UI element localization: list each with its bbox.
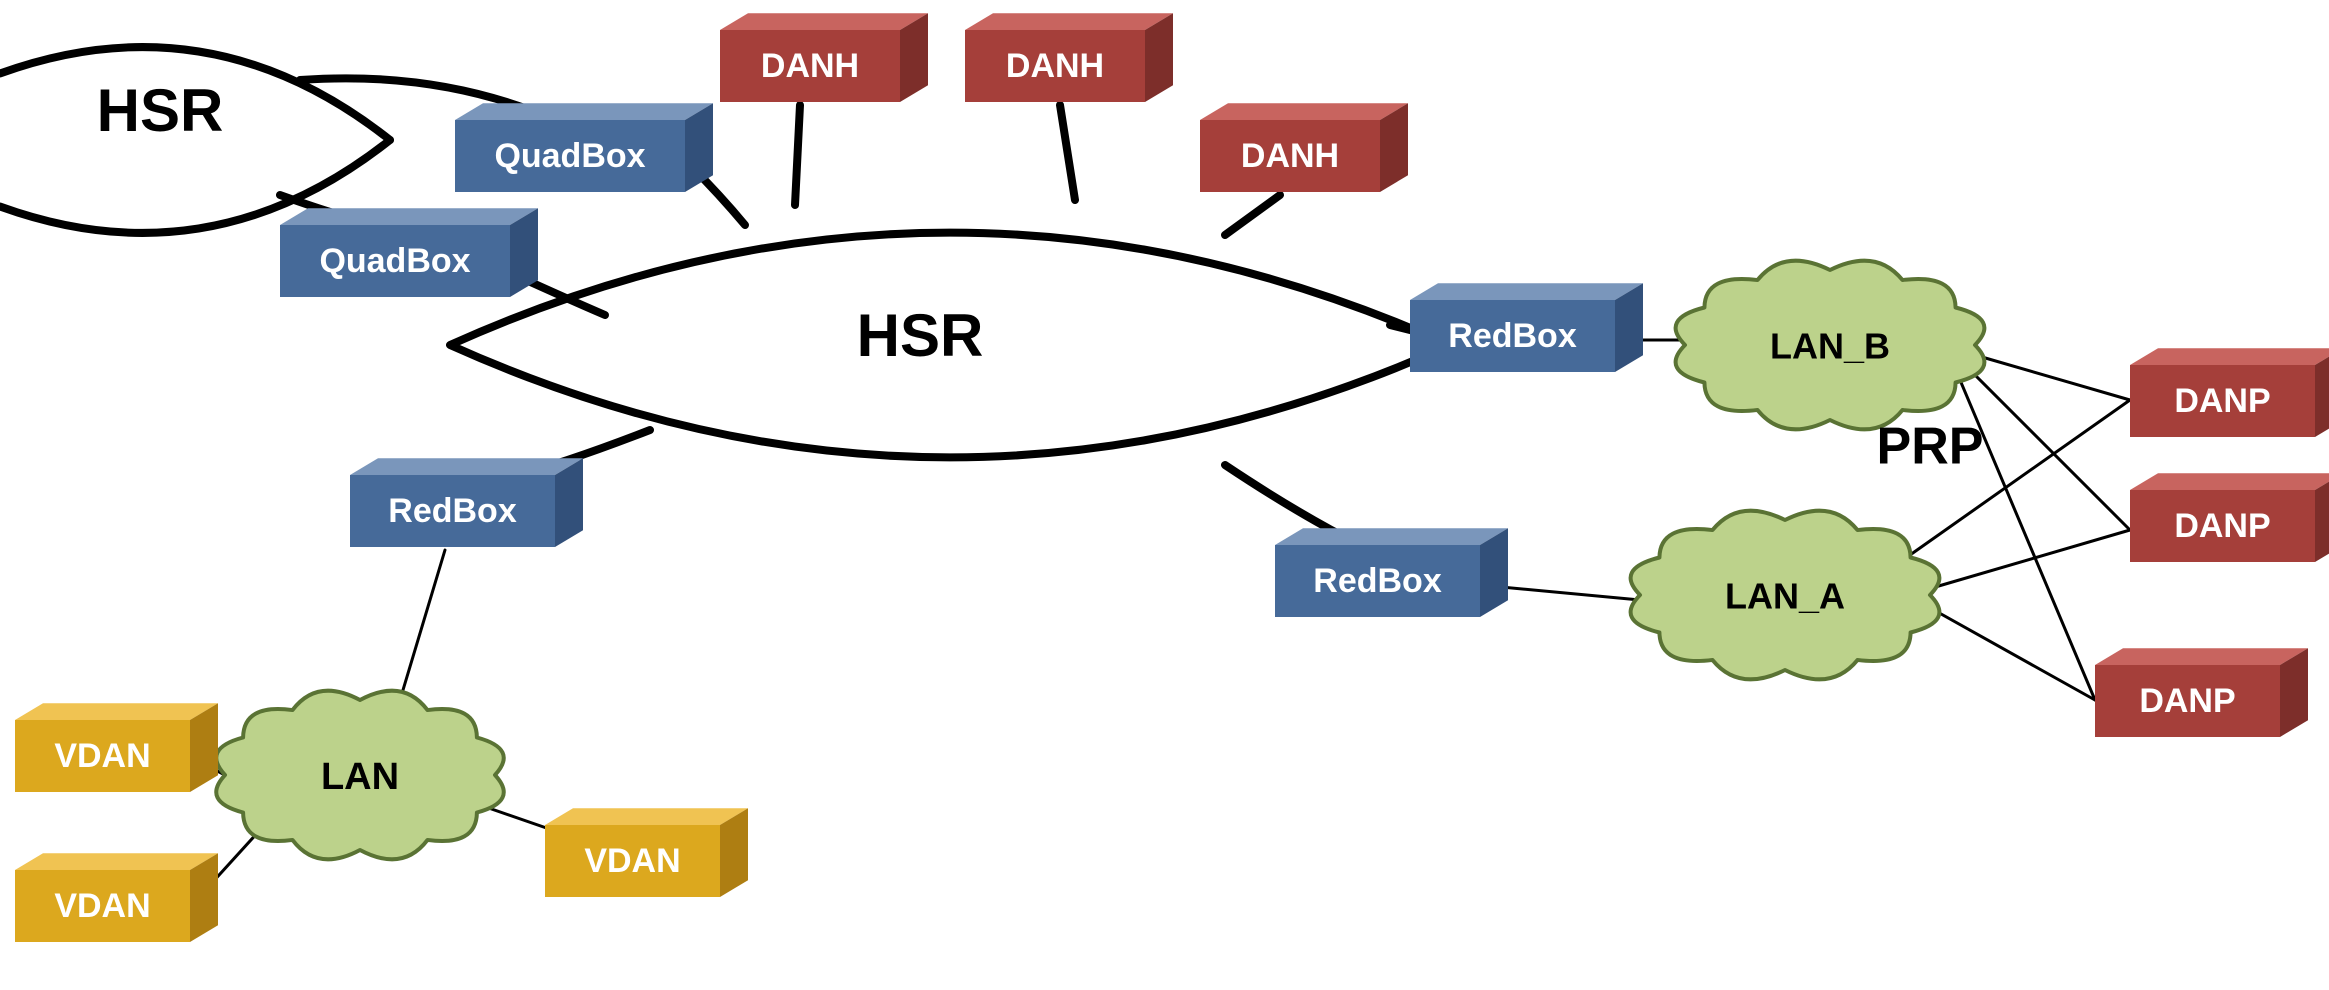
node-danp2-top [2130, 473, 2329, 490]
node-danp3-label: DANP [2174, 382, 2270, 420]
node-vdan1-label: VDAN [54, 737, 150, 775]
node-quadbox1-label: QuadBox [494, 137, 645, 175]
edge-thick-6 [1225, 195, 1280, 235]
node-danh1: DANH [720, 13, 928, 102]
node-danh3: DANH [1200, 103, 1408, 192]
node-vdan3-top [545, 808, 748, 825]
node-danh3-top [1200, 103, 1408, 120]
node-danp3-top [2130, 348, 2329, 365]
node-vdan3-label: VDAN [584, 842, 680, 880]
label-prp: PRP [1877, 418, 1984, 476]
node-redbox1-label: RedBox [388, 492, 517, 530]
node-redbox2: RedBox [1275, 528, 1508, 617]
node-quadbox2-label: QuadBox [319, 242, 470, 280]
node-danp3: DANP [2130, 348, 2329, 437]
node-vdan1: VDAN [15, 703, 218, 792]
lan_a-label: LAN_A [1725, 576, 1845, 617]
label-hsr_center: HSR [857, 302, 984, 369]
node-danp2-label: DANP [2174, 507, 2270, 545]
node-danh2-top [965, 13, 1173, 30]
node-danh1-label: DANH [761, 47, 859, 85]
lan_b-label: LAN_B [1770, 326, 1890, 367]
edge-thin-11 [1975, 355, 2130, 400]
node-redbox2-label: RedBox [1313, 562, 1442, 600]
lan-label: LAN [321, 756, 399, 798]
node-quadbox1: QuadBox [455, 103, 713, 192]
node-danp1-top [2095, 648, 2308, 665]
node-vdan1-top [15, 703, 218, 720]
node-danh3-label: DANH [1241, 137, 1339, 175]
node-danp2: DANP [2130, 473, 2329, 562]
node-vdan2-top [15, 853, 218, 870]
node-danh2-label: DANH [1006, 47, 1104, 85]
node-danp1-label: DANP [2139, 682, 2235, 720]
node-redbox3: RedBox [1410, 283, 1643, 372]
node-redbox2-top [1275, 528, 1508, 545]
node-redbox3-top [1410, 283, 1643, 300]
edge-thin-6 [1925, 605, 2095, 700]
edge-thin-0 [400, 550, 445, 700]
diagram-canvas: LAN LAN_A LAN_B DANH DANH DANH QuadBox QuadBox R… [0, 0, 2329, 990]
node-redbox1: RedBox [350, 458, 583, 547]
node-quadbox1-top [455, 103, 713, 120]
node-danp1: DANP [2095, 648, 2308, 737]
edge-thick-5 [1060, 105, 1075, 200]
label-hsr_left: HSR [97, 77, 224, 144]
node-danh1-top [720, 13, 928, 30]
node-vdan2-label: VDAN [54, 887, 150, 925]
node-quadbox2-top [280, 208, 538, 225]
node-quadbox2: QuadBox [280, 208, 538, 297]
node-redbox1-top [350, 458, 583, 475]
node-vdan3: VDAN [545, 808, 748, 897]
node-danh2: DANH [965, 13, 1173, 102]
node-redbox3-label: RedBox [1448, 317, 1577, 355]
edge-thick-4 [795, 105, 800, 205]
node-vdan2: VDAN [15, 853, 218, 942]
